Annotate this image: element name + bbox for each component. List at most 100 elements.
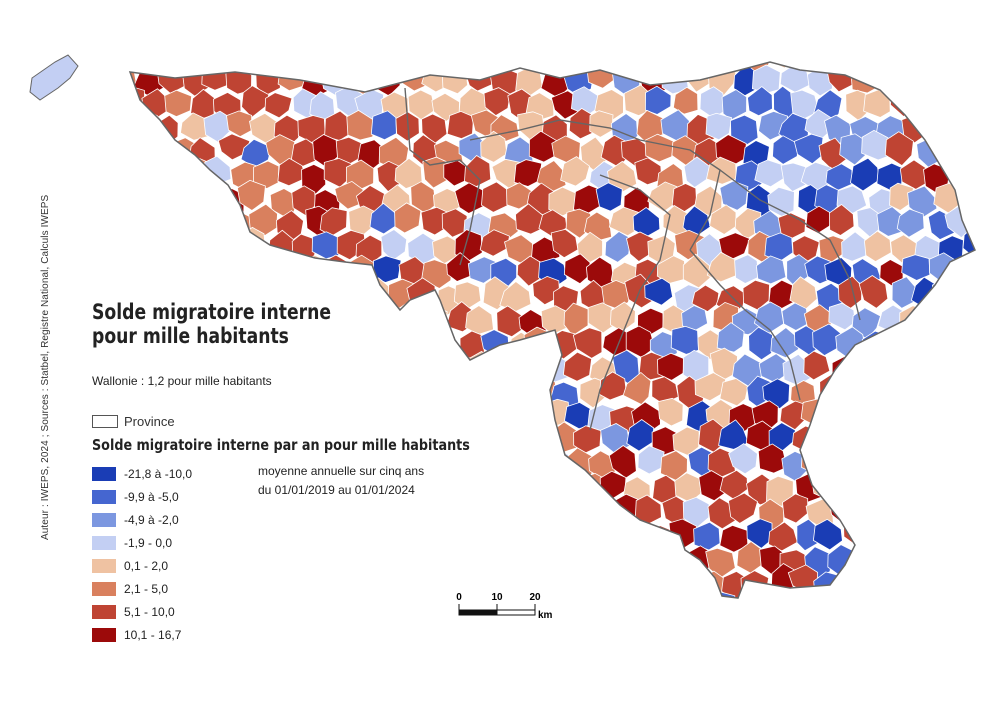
legend-swatch (92, 581, 116, 596)
commune (442, 543, 474, 576)
commune (203, 250, 230, 285)
commune (396, 398, 427, 429)
commune (184, 253, 213, 286)
commune (609, 541, 638, 571)
commune (232, 538, 261, 571)
commune (803, 350, 831, 381)
commune (852, 402, 880, 434)
commune (874, 62, 904, 92)
commune (719, 180, 749, 211)
commune (549, 520, 581, 554)
legend: -21,8 à -10,0 -9,9 à -5,0 -4,9 à -2,0 -1… (92, 462, 192, 646)
commune (831, 356, 860, 386)
commune (191, 524, 219, 554)
commune (925, 596, 952, 598)
commune (947, 307, 975, 335)
commune (492, 547, 522, 577)
commune (205, 207, 232, 239)
commune (644, 277, 674, 306)
commune (408, 518, 436, 548)
commune (949, 158, 975, 190)
title-line-1: Solde migratoire interne (92, 300, 332, 324)
commune (888, 374, 917, 409)
commune (730, 114, 759, 146)
commune (780, 587, 808, 598)
commune (742, 279, 770, 311)
commune (93, 186, 123, 215)
commune (142, 131, 170, 162)
title-line-2: pour mille habitants (92, 324, 289, 348)
commune (277, 157, 307, 187)
commune (770, 62, 798, 69)
commune (545, 542, 572, 572)
commune (399, 542, 429, 573)
commune (526, 518, 552, 550)
commune (102, 138, 126, 170)
commune (198, 494, 229, 527)
commune (923, 541, 953, 571)
commune (471, 448, 500, 481)
commune (334, 180, 364, 210)
commune (270, 399, 303, 430)
commune (637, 445, 665, 475)
commune (889, 328, 920, 362)
commune (264, 92, 293, 119)
commune (217, 62, 243, 73)
commune (933, 379, 964, 410)
commune (828, 203, 855, 236)
commune (458, 62, 487, 72)
commune (157, 204, 186, 235)
legend-label: -4,9 à -2,0 (124, 512, 179, 527)
commune (198, 401, 228, 431)
commune (375, 353, 403, 383)
commune (502, 470, 532, 504)
legend-label: 5,1 - 10,0 (124, 604, 175, 619)
commune (933, 62, 962, 70)
commune (130, 183, 147, 217)
commune (928, 353, 953, 383)
commune (948, 63, 975, 93)
commune (709, 204, 737, 235)
commune (867, 62, 895, 72)
commune (275, 547, 304, 577)
commune (747, 86, 773, 117)
commune (746, 518, 773, 549)
province-borders (404, 87, 861, 431)
legend-item: -1,9 - 0,0 (92, 531, 192, 554)
commune (512, 401, 541, 434)
commune (572, 327, 603, 359)
commune (575, 566, 604, 596)
commune (900, 592, 925, 598)
commune (682, 594, 708, 598)
commune (134, 208, 164, 240)
legend-title: Solde migratoire interne par an pour mil… (92, 436, 470, 454)
commune (321, 355, 352, 386)
province-swatch (92, 415, 118, 428)
commune (901, 254, 931, 281)
commune (336, 62, 362, 70)
province-legend: Province (92, 414, 175, 429)
commune (407, 89, 436, 121)
commune (871, 495, 901, 526)
commune (898, 351, 926, 382)
commune (431, 62, 460, 69)
commune (357, 568, 386, 598)
commune (408, 328, 436, 361)
commune (913, 568, 944, 598)
commune (794, 62, 823, 69)
commune (130, 254, 137, 287)
commune (82, 209, 109, 239)
commune (428, 329, 456, 363)
commune (479, 516, 507, 550)
commune (424, 450, 453, 480)
commune (962, 183, 975, 215)
commune (394, 157, 423, 190)
commune (254, 499, 284, 528)
commune (288, 379, 319, 409)
commune (891, 473, 919, 505)
commune (275, 254, 306, 282)
commune (245, 521, 272, 551)
commune (791, 425, 821, 453)
commune (441, 64, 469, 95)
commune (241, 62, 270, 68)
